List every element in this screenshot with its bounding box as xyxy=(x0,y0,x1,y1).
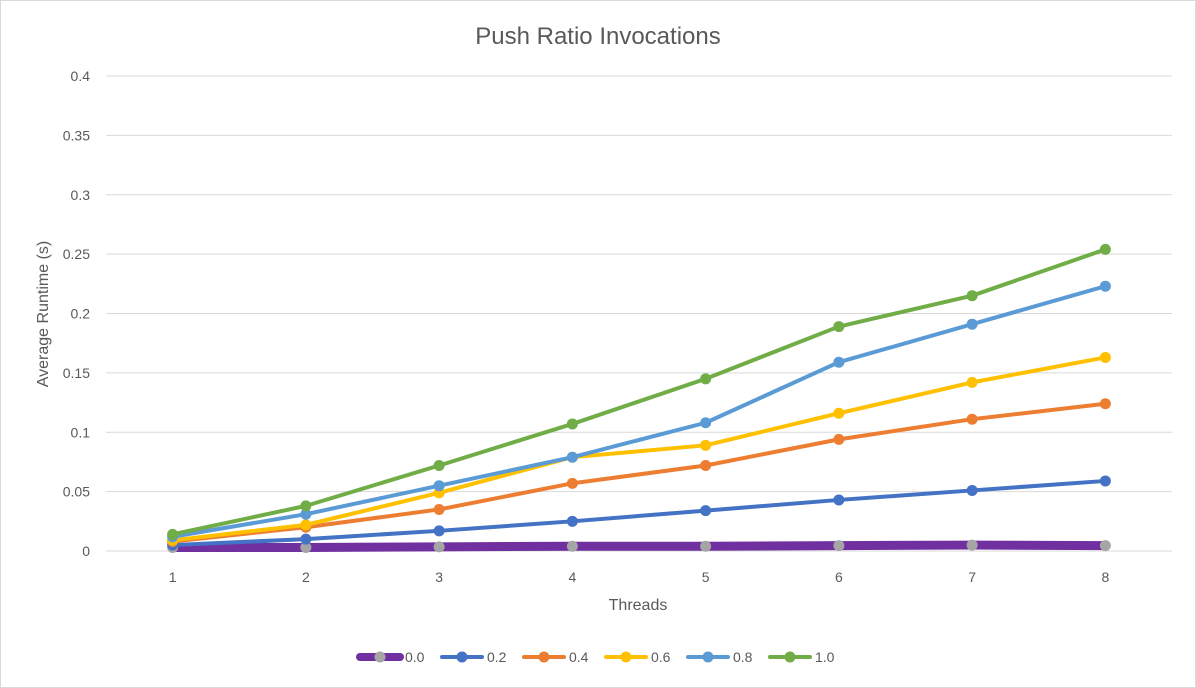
data-point xyxy=(700,373,712,385)
data-point xyxy=(966,413,978,425)
x-tick-label: 1 xyxy=(169,569,177,585)
data-point xyxy=(966,290,978,302)
data-point xyxy=(1099,243,1111,255)
data-point xyxy=(433,480,445,492)
data-point xyxy=(966,318,978,330)
data-point xyxy=(700,417,712,429)
data-point xyxy=(566,451,578,463)
legend-marker xyxy=(538,651,550,663)
x-tick-label: 4 xyxy=(568,569,576,585)
series-line xyxy=(170,284,1108,539)
x-axis-tick-labels: 1 2 3 4 5 6 7 8 xyxy=(169,569,1110,585)
data-point xyxy=(833,540,845,552)
data-point xyxy=(966,539,978,551)
data-point xyxy=(566,418,578,430)
series-line xyxy=(170,355,1108,543)
x-tick-label: 5 xyxy=(702,569,710,585)
data-point xyxy=(1099,475,1111,487)
data-point xyxy=(300,519,312,531)
data-point xyxy=(167,528,179,540)
y-tick-label: 0 xyxy=(82,543,90,559)
data-point xyxy=(833,433,845,445)
data-point xyxy=(700,505,712,517)
x-tick-label: 7 xyxy=(968,569,976,585)
data-point xyxy=(1099,351,1111,363)
y-tick-label: 0.05 xyxy=(63,484,90,500)
data-point xyxy=(1099,540,1111,552)
x-axis-title: Threads xyxy=(609,597,668,614)
legend-item: 1.0 xyxy=(768,649,835,665)
data-point xyxy=(300,508,312,520)
y-tick-label: 0.35 xyxy=(63,127,90,143)
y-tick-label: 0.2 xyxy=(71,306,91,322)
chart-title: Push Ratio Invocations xyxy=(475,23,720,50)
data-point xyxy=(433,541,445,553)
plot-series xyxy=(167,243,1111,553)
y-tick-label: 0.25 xyxy=(63,246,90,262)
data-point xyxy=(700,460,712,471)
legend-item: 0.4 xyxy=(522,649,589,665)
data-point xyxy=(966,376,978,388)
series-line xyxy=(170,401,1108,544)
legend-item: 0.0 xyxy=(356,649,425,665)
legend-marker xyxy=(456,651,468,663)
data-point xyxy=(833,494,845,506)
y-tick-label: 0.3 xyxy=(71,187,91,203)
y-tick-label: 0.4 xyxy=(71,68,91,84)
data-point xyxy=(700,540,712,552)
data-point xyxy=(433,460,445,471)
series-line xyxy=(168,540,1110,552)
legend-marker xyxy=(702,651,714,663)
data-point xyxy=(433,525,445,537)
legend-label: 0.8 xyxy=(733,649,753,665)
y-tick-label: 0.15 xyxy=(63,365,90,381)
legend-label: 0.4 xyxy=(569,649,589,665)
data-point xyxy=(1099,398,1111,410)
data-point xyxy=(566,540,578,552)
x-tick-label: 8 xyxy=(1101,569,1109,585)
legend-label: 0.0 xyxy=(405,649,425,665)
legend-marker xyxy=(784,651,796,663)
x-tick-label: 3 xyxy=(435,569,443,585)
series-line xyxy=(170,247,1108,537)
legend-item: 0.8 xyxy=(686,649,753,665)
x-tick-label: 2 xyxy=(302,569,310,585)
data-point xyxy=(433,503,445,515)
x-tick-label: 6 xyxy=(835,569,843,585)
data-point xyxy=(833,321,845,333)
data-point xyxy=(833,407,845,419)
y-axis-title: Average Runtime (s) xyxy=(35,241,52,387)
data-point xyxy=(833,356,845,368)
legend-marker xyxy=(620,651,632,663)
legend-marker xyxy=(374,651,386,663)
data-point xyxy=(1099,280,1111,292)
series-0.0 xyxy=(167,539,1111,553)
y-tick-label: 0.1 xyxy=(71,424,91,440)
data-point xyxy=(566,477,578,489)
series-line xyxy=(170,478,1108,548)
legend-label: 0.2 xyxy=(487,649,507,665)
legend: 0.0 0.2 0.4 0.6 0.8 1.0 xyxy=(356,649,835,665)
data-point xyxy=(966,484,978,496)
series-1.0 xyxy=(167,243,1111,540)
data-point xyxy=(300,500,312,512)
data-point xyxy=(300,541,312,553)
legend-label: 1.0 xyxy=(815,649,835,665)
legend-label: 0.6 xyxy=(651,649,671,665)
y-axis-tick-labels: 0 0.05 0.1 0.15 0.2 0.25 0.3 0.35 0.4 xyxy=(63,68,90,559)
legend-item: 0.6 xyxy=(604,649,671,665)
data-point xyxy=(566,515,578,527)
data-point xyxy=(300,533,312,545)
data-point xyxy=(700,439,712,451)
legend-item: 0.2 xyxy=(440,649,507,665)
